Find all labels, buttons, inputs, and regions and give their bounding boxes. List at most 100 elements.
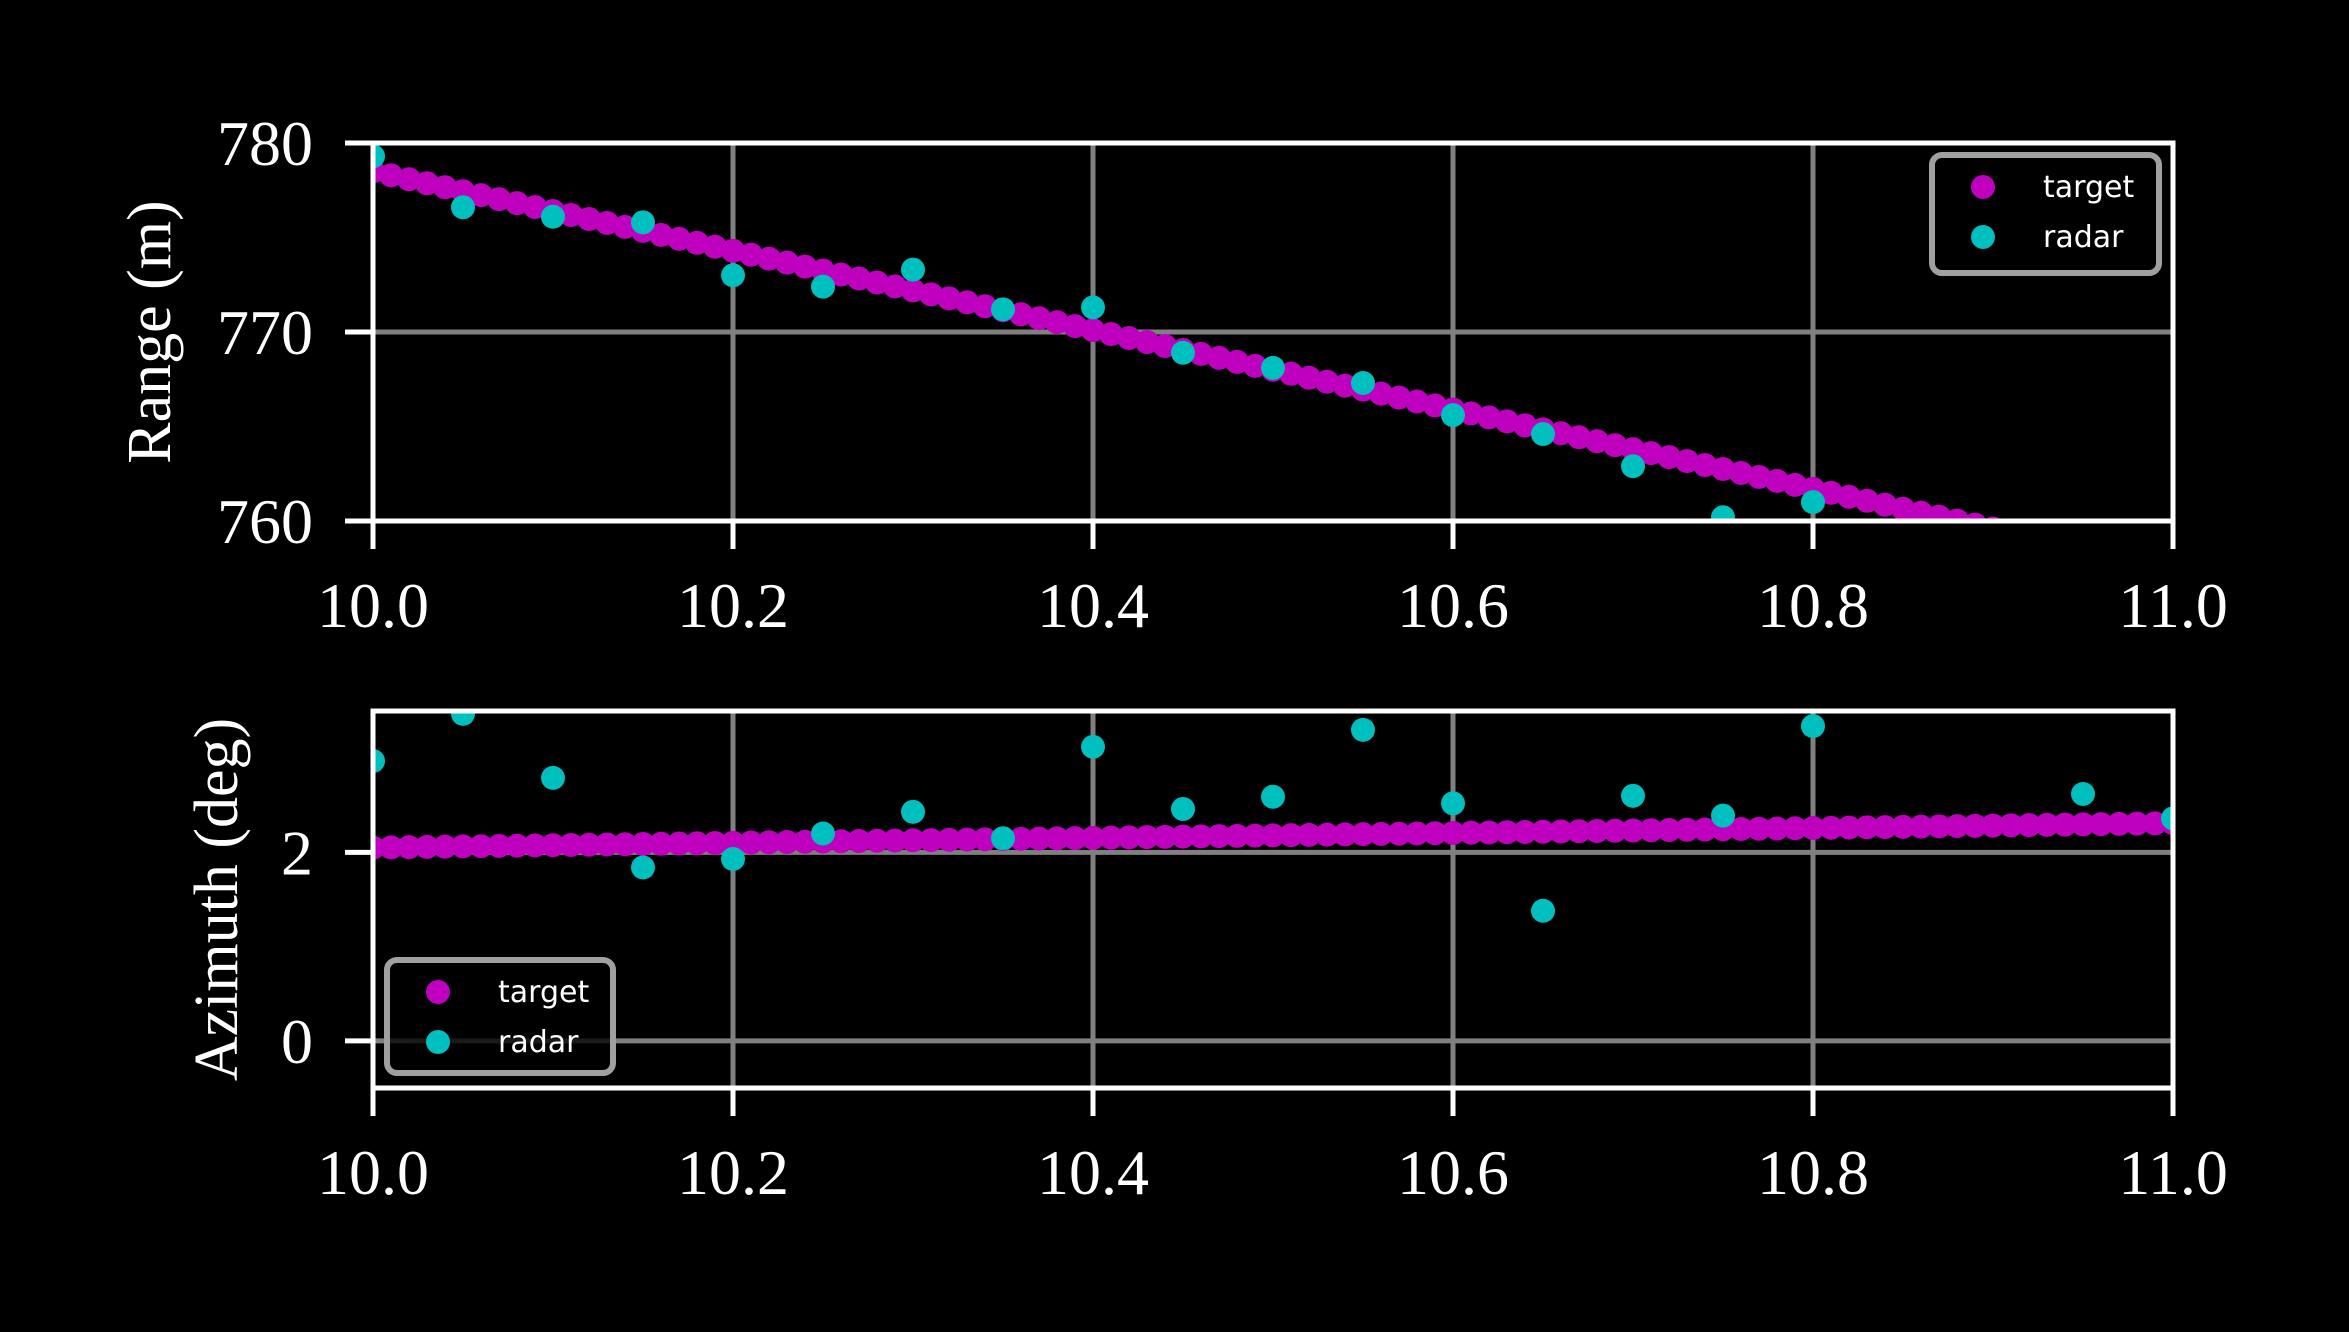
- target-point: [2143, 811, 2167, 836]
- target-point: [1207, 824, 1231, 849]
- target-point: [433, 834, 457, 859]
- target-point: [397, 167, 421, 192]
- x-tick-label: 10.0: [317, 570, 429, 641]
- target-point: [1603, 433, 1627, 458]
- target-point: [1099, 322, 1123, 347]
- target-point: [1513, 413, 1537, 438]
- target-point: [1585, 818, 1609, 843]
- target-point: [1693, 453, 1717, 478]
- target-point: [1459, 401, 1483, 426]
- target-point: [415, 171, 439, 196]
- target-point: [1387, 385, 1411, 410]
- azimuth-legend: target radar: [384, 957, 616, 1076]
- radar-point: [631, 210, 655, 235]
- target-point: [1405, 389, 1429, 414]
- target-point: [1693, 817, 1717, 842]
- target-point: [1261, 823, 1285, 848]
- radar-point: [811, 821, 835, 846]
- radar-point: [901, 799, 925, 824]
- target-point: [1621, 437, 1645, 462]
- target-point: [397, 835, 421, 860]
- target-point: [523, 833, 547, 858]
- target-point: [2035, 812, 2059, 837]
- target-point: [973, 294, 997, 319]
- target-point: [901, 278, 925, 303]
- target-point: [685, 831, 709, 856]
- target-point: [1891, 814, 1915, 839]
- radar-point: [1081, 295, 1105, 320]
- radar-point: [1711, 505, 1735, 521]
- y-tick-label: 0: [281, 1006, 313, 1077]
- target-point: [901, 828, 925, 853]
- target-point: [451, 834, 475, 859]
- target-point: [1909, 814, 1933, 839]
- target-point: [2053, 812, 2077, 837]
- x-tick-label: 10.0: [317, 1137, 429, 1208]
- target-point: [973, 827, 997, 852]
- radar-point: [1171, 797, 1195, 822]
- target-point: [1945, 508, 1969, 521]
- range-legend: target radar: [1929, 152, 2162, 276]
- target-point: [577, 206, 601, 231]
- target-point: [1873, 492, 1897, 517]
- target-point: [1549, 421, 1573, 446]
- target-point: [1837, 815, 1861, 840]
- target-point: [1081, 318, 1105, 343]
- azimuth-y-axis-label: Azimuth (deg): [183, 718, 251, 1081]
- target-point: [1333, 822, 1357, 847]
- target-point: [1639, 441, 1663, 466]
- target-point: [793, 254, 817, 279]
- target-point: [1927, 504, 1951, 521]
- target-point: [829, 262, 853, 287]
- target-point: [757, 246, 781, 271]
- x-tick-label: 10.4: [1037, 1137, 1149, 1208]
- target-marker-icon: [426, 980, 450, 1004]
- target-point: [685, 230, 709, 255]
- range-ticks: 10.0 10.2 10.4 10.6 10.8 11.0 760 770 780: [217, 108, 2228, 641]
- target-point: [1747, 816, 1771, 841]
- target-point: [865, 270, 889, 295]
- radar-point: [991, 297, 1015, 322]
- radar-point: [1081, 734, 1105, 759]
- target-point: [1603, 818, 1627, 843]
- target-point: [1009, 302, 1033, 327]
- target-point: [1297, 365, 1321, 390]
- radar-point: [1531, 422, 1555, 447]
- x-tick-label: 10.8: [1757, 1137, 1869, 1208]
- target-point: [649, 222, 673, 247]
- target-point: [1729, 460, 1753, 485]
- axes-frame: [370, 708, 2176, 1091]
- target-point: [487, 833, 511, 858]
- radar-point: [1711, 803, 1735, 828]
- target-point: [1819, 815, 1843, 840]
- target-point: [775, 830, 799, 855]
- radar-point: [1801, 490, 1825, 515]
- target-point: [1531, 819, 1555, 844]
- radar-point: [541, 204, 565, 229]
- target-point: [469, 834, 493, 859]
- target-point: [955, 827, 979, 852]
- y-tick-label: 760: [217, 486, 313, 557]
- target-point: [703, 234, 727, 259]
- radar-point: [451, 711, 475, 726]
- target-point: [1855, 488, 1879, 513]
- target-point: [721, 238, 745, 263]
- target-point: [1477, 820, 1501, 845]
- radar-point: [373, 144, 385, 169]
- target-point: [2071, 812, 2095, 837]
- target-point: [1135, 330, 1159, 355]
- target-point: [739, 830, 763, 855]
- target-point: [379, 835, 403, 860]
- target-point: [505, 833, 529, 858]
- azimuth-ticks: 10.0 10.2 10.4 10.6 10.8 11.0 0 2: [281, 817, 2228, 1208]
- target-point: [1351, 822, 1375, 847]
- target-point: [1855, 815, 1879, 840]
- y-tick-label: 780: [217, 108, 313, 179]
- radar-point: [721, 846, 745, 871]
- target-marker-icon: [1971, 175, 1995, 199]
- target-point: [1981, 813, 2005, 838]
- target-point: [1477, 405, 1501, 430]
- target-point: [1279, 823, 1303, 848]
